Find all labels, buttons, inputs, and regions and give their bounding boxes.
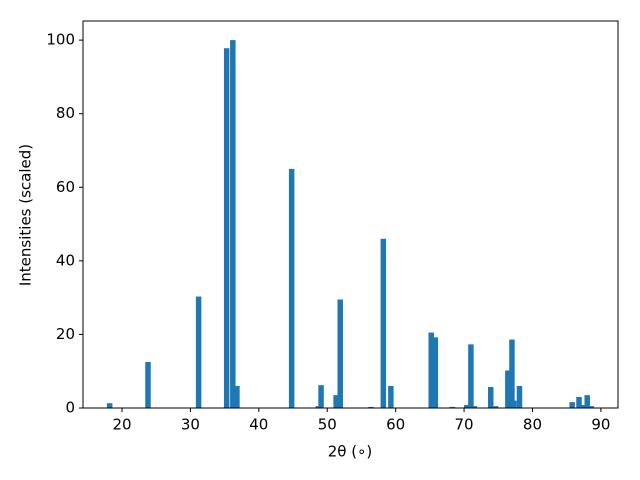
bar — [380, 238, 387, 408]
plot-frame — [82, 20, 619, 409]
bar — [492, 406, 499, 408]
bar — [428, 332, 434, 408]
y-tick-label: 20 — [56, 325, 75, 343]
y-tick-label: 80 — [56, 104, 75, 122]
y-tick-label: 60 — [56, 178, 75, 196]
bar — [584, 395, 590, 408]
x-tick-label: 90 — [591, 416, 610, 434]
bar — [318, 385, 324, 408]
bar — [106, 403, 113, 408]
bar — [516, 385, 523, 408]
bar — [234, 385, 240, 408]
bar — [488, 387, 494, 408]
bar — [569, 402, 575, 408]
bar — [588, 406, 595, 408]
bar — [511, 400, 517, 408]
x-tick-label: 70 — [455, 416, 474, 434]
x-tick-label: 20 — [112, 416, 131, 434]
x-tick-label: 40 — [249, 416, 268, 434]
bar — [388, 385, 394, 408]
bar — [576, 396, 582, 408]
x-tick-label: 60 — [386, 416, 405, 434]
bar — [368, 406, 374, 408]
bar — [468, 344, 474, 408]
bar — [579, 405, 586, 408]
bar — [337, 299, 343, 408]
bar — [230, 40, 236, 409]
x-axis-label: 2θ (∘) — [328, 443, 373, 461]
bar — [449, 406, 456, 408]
y-tick-label: 0 — [65, 399, 75, 417]
bar — [432, 337, 439, 408]
x-tick-label: 30 — [181, 416, 200, 434]
y-tick-label: 40 — [56, 251, 75, 269]
x-tick-label: 50 — [318, 416, 337, 434]
bar — [145, 362, 151, 408]
bar — [509, 339, 515, 408]
bar — [288, 168, 295, 408]
bar — [195, 296, 202, 408]
bar — [471, 406, 478, 408]
y-tick-label: 100 — [46, 31, 75, 49]
x-tick-label: 80 — [523, 416, 542, 434]
bar — [333, 395, 339, 408]
y-axis-label: Intensities (scaled) — [17, 144, 35, 286]
bar — [464, 405, 470, 408]
bar — [505, 370, 511, 408]
bar — [223, 48, 230, 408]
